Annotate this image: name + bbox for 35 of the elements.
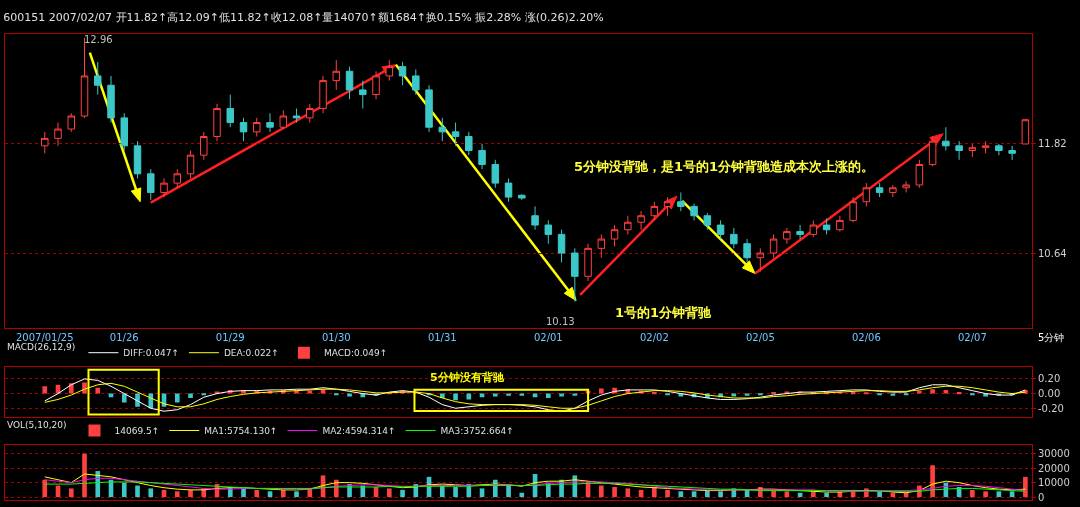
legend-label: MA2:4594.314↑ [322, 426, 396, 437]
y-tick-label: 10000 [1038, 477, 1070, 489]
y-tick-label: 20000 [1038, 462, 1070, 474]
y-tick-label: 11.82 [1038, 138, 1067, 150]
x-tick-label: 01/29 [215, 331, 245, 343]
y-tick-label: 30000 [1038, 448, 1070, 460]
x-tick-label: 02/02 [639, 331, 669, 343]
annotation: 1号的1分钟背驰 [615, 305, 713, 320]
y-tick-label: 0.20 [1038, 373, 1061, 385]
annotation: 10.13 [546, 316, 575, 327]
y-tick-label: -0.20 [1038, 402, 1064, 414]
x-tick-label: 02/06 [851, 331, 881, 343]
x-tick-label: 02/01 [533, 331, 563, 343]
y-tick-label: 0.00 [1038, 388, 1061, 400]
legend-label: MA1:5754.130↑ [204, 426, 278, 437]
x-tick-label: 01/31 [427, 331, 457, 343]
x-tick-label: 2007/01/25 [15, 331, 74, 343]
legend-title: MACD(26,12,9) [7, 341, 76, 352]
chart-title: 600151 2007/02/07 开11.82↑高12.09↑低11.82↑收12.08↑量14070↑额1684↑换0.15% 振2.28% 涨(0.26)2.20% [3, 10, 604, 24]
y-tick-label: 10.64 [1038, 248, 1067, 260]
text: 5分钟 [1038, 332, 1065, 343]
annotation: 12.96 [84, 34, 113, 45]
legend-label: 14069.5↑ [114, 426, 160, 437]
x-tick-label: 01/30 [321, 331, 351, 343]
legend-title: VOL(5,10,20) [7, 419, 67, 430]
x-tick-label: 02/05 [745, 331, 775, 343]
y-tick-label: 0 [1038, 491, 1045, 503]
legend-label: MA3:3752.664↑ [440, 426, 514, 437]
legend-label: MACD:0.049↑ [323, 348, 388, 359]
x-tick-label: 01/26 [109, 331, 139, 343]
legend-label: DIFF:0.047↑ [123, 348, 179, 359]
x-tick-label: 02/07 [957, 331, 987, 343]
legend-label: DEA:0.022↑ [223, 348, 279, 359]
annotation: 5分钟没背驰，是1号的1分钟背驰造成本次上涨的。 [574, 159, 875, 174]
annotation: 5分钟没有背驰 [430, 371, 505, 384]
